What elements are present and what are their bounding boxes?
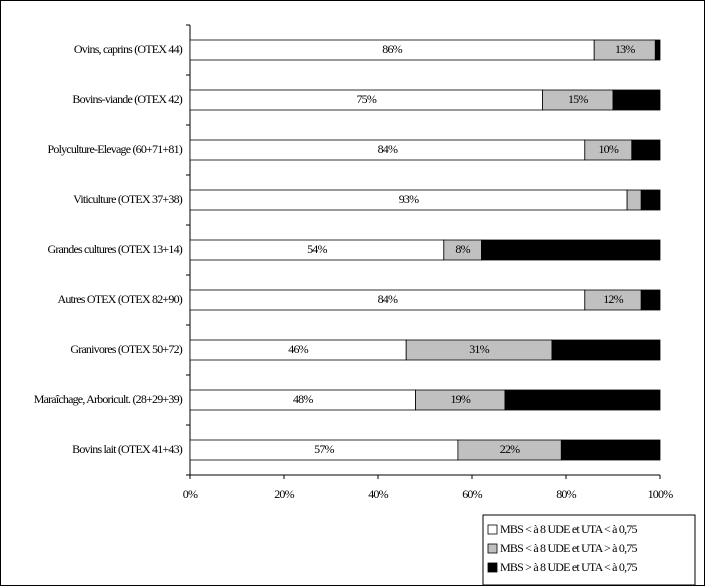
y-tick-label: Polyculture-Elevage (60+71+81) bbox=[48, 142, 183, 156]
value-label: 54% bbox=[307, 242, 327, 256]
y-tick-label: Granivores (OTEX 50+72) bbox=[70, 342, 182, 356]
value-label: 31% bbox=[469, 342, 489, 356]
bar-segment bbox=[551, 339, 661, 361]
bar-segment bbox=[560, 439, 661, 461]
value-label: 12% bbox=[603, 292, 623, 306]
legend-label: MBS > à 8 UDE et UTA < à 0,75 bbox=[500, 560, 637, 574]
x-tick-label: 20% bbox=[274, 487, 294, 501]
value-label: 93% bbox=[399, 192, 419, 206]
y-tick-label: Grandes cultures (OTEX 13+14) bbox=[47, 242, 182, 256]
value-label: 13% bbox=[615, 42, 635, 56]
bar-segment bbox=[640, 289, 661, 311]
value-label: 46% bbox=[288, 342, 308, 356]
y-tick-label: Maraîchage, Arboricult. (28+29+39) bbox=[34, 392, 183, 406]
value-label: 84% bbox=[378, 142, 398, 156]
value-label: 8% bbox=[455, 242, 470, 256]
bar-segment bbox=[480, 239, 661, 261]
y-tick-label: Bovins lait (OTEX 41+43) bbox=[72, 442, 183, 456]
x-tick-label: 60% bbox=[462, 487, 482, 501]
legend-box bbox=[482, 514, 696, 586]
x-tick-label: 80% bbox=[556, 487, 576, 501]
value-label: 75% bbox=[356, 92, 376, 106]
value-label: 48% bbox=[293, 392, 313, 406]
x-tick-label: 100% bbox=[648, 487, 674, 501]
y-tick-label: Viticulture (OTEX 37+38) bbox=[73, 192, 183, 206]
x-tick-label: 40% bbox=[368, 487, 388, 501]
legend-label: MBS < à 8 UDE et UTA > à 0,75 bbox=[500, 541, 637, 555]
bar-segment bbox=[640, 189, 661, 211]
y-tick-label: Bovins-viande (OTEX 42) bbox=[72, 92, 182, 106]
legend-swatch bbox=[487, 543, 498, 554]
legend-swatch bbox=[487, 562, 498, 573]
y-tick-label: Ovins, caprins (OTEX 44) bbox=[74, 42, 183, 56]
y-tick-label: Autres OTEX (OTEX 82+90) bbox=[57, 292, 182, 306]
x-tick-label: 0% bbox=[183, 487, 198, 501]
value-label: 57% bbox=[314, 442, 334, 456]
bar-segment bbox=[626, 189, 642, 211]
bar-segment bbox=[504, 389, 661, 411]
bar-segment bbox=[654, 39, 661, 61]
value-label: 19% bbox=[450, 392, 470, 406]
value-label: 10% bbox=[598, 142, 618, 156]
legend-swatch bbox=[487, 524, 498, 535]
value-label: 86% bbox=[382, 42, 402, 56]
legend-label: MBS < à 8 UDE et UTA < à 0,75 bbox=[500, 522, 637, 536]
value-label: 22% bbox=[500, 442, 520, 456]
value-label: 84% bbox=[378, 292, 398, 306]
value-label: 15% bbox=[568, 92, 588, 106]
bar-segment bbox=[631, 139, 661, 161]
bar-segment bbox=[612, 89, 661, 111]
